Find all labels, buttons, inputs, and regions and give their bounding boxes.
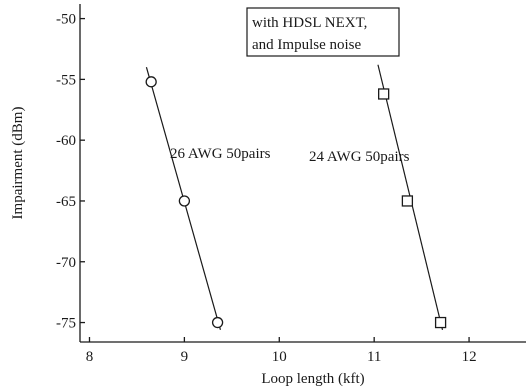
x-axis-ticks: 8 9 10 11 12 — [86, 337, 477, 365]
data-point-square — [378, 88, 390, 100]
y-tick-label: -70 — [56, 255, 76, 271]
data-point-square — [434, 316, 447, 329]
y-tick-label: -60 — [56, 133, 76, 149]
y-tick-label: -55 — [56, 72, 76, 88]
legend-border — [246, 7, 400, 57]
legend-box: with HDSL NEXT, and Impulse noise — [246, 7, 400, 57]
series-1 — [145, 67, 224, 331]
series-2 — [377, 64, 447, 330]
series-label-26-awg: 26 AWG 50pairs — [170, 146, 271, 162]
series-label-24-awg: 24 AWG 50pairs — [309, 149, 410, 165]
x-tick-label: 9 — [181, 349, 189, 365]
y-axis-ticks: -50 -55 -60 -65 -70 -75 — [56, 12, 85, 332]
x-tick-label: 10 — [272, 349, 287, 365]
x-axis-title: Loop length (kft) — [261, 371, 364, 387]
series-layer — [145, 64, 447, 331]
legend-text-line-2: and Impulse noise — [252, 37, 361, 53]
data-point-circle — [211, 316, 224, 329]
x-tick-label: 8 — [86, 349, 94, 365]
y-tick-label: -50 — [56, 12, 76, 28]
y-axis-title: Impairment (dBm) — [10, 107, 26, 220]
x-tick-label: 11 — [367, 349, 381, 365]
data-point-square — [401, 195, 414, 207]
data-point-circle — [178, 195, 191, 207]
data-point-circle — [145, 76, 157, 88]
y-tick-label: -65 — [56, 194, 76, 210]
chart-axes — [79, 4, 526, 343]
legend-text-line-1: with HDSL NEXT, — [252, 15, 367, 31]
y-tick-label: -75 — [56, 316, 76, 332]
x-tick-label: 12 — [462, 349, 477, 365]
